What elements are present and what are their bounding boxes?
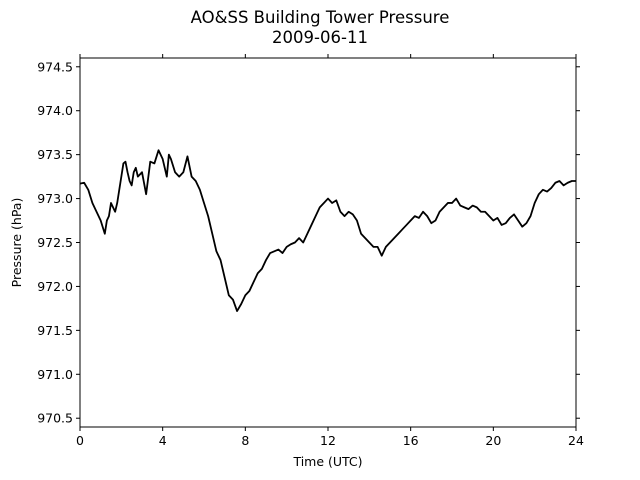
x-tick-label: 4: [159, 433, 167, 448]
y-tick-label: 972.5: [37, 235, 73, 250]
y-tick-label: 974.0: [37, 103, 73, 118]
y-tick-label: 973.0: [37, 191, 73, 206]
x-tick-label: 20: [485, 433, 501, 448]
x-tick-label: 24: [568, 433, 584, 448]
x-tick-label: 8: [241, 433, 249, 448]
y-tick-label: 971.0: [37, 367, 73, 382]
plot-frame: [79, 57, 577, 428]
y-axis-label: Pressure (hPa): [9, 198, 24, 288]
axis-ticks: [76, 54, 580, 431]
x-tick-label: 12: [320, 433, 336, 448]
pressure-series-line: [79, 149, 576, 312]
chart-subtitle: 2009-06-11: [272, 28, 368, 47]
y-tick-label: 973.5: [37, 147, 73, 162]
x-axis-label: Time (UTC): [292, 454, 362, 469]
tick-labels: 0 4 8 12 16 20 24 970.5 971.0 971.5 972.0 972.5 973.…: [37, 59, 584, 448]
x-tick-label: 16: [403, 433, 419, 448]
y-tick-label: 971.5: [37, 323, 73, 338]
y-tick-label: 972.0: [37, 279, 73, 294]
y-tick-label: 974.5: [37, 59, 73, 74]
chart-title: AO&SS Building Tower Pressure: [190, 8, 450, 27]
x-tick-label: 0: [76, 433, 84, 448]
y-tick-label: 970.5: [37, 411, 73, 426]
